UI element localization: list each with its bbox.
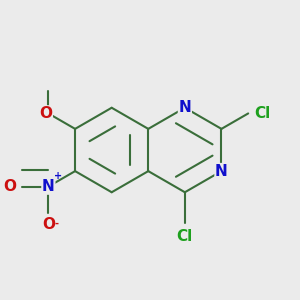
Text: N: N	[215, 164, 228, 178]
Text: -: -	[54, 218, 58, 228]
Text: Cl: Cl	[254, 106, 270, 121]
Text: O: O	[42, 218, 55, 232]
Text: N: N	[178, 100, 191, 115]
Text: O: O	[39, 106, 52, 121]
Text: Cl: Cl	[177, 229, 193, 244]
Text: +: +	[54, 171, 62, 181]
Text: O: O	[4, 179, 16, 194]
Text: N: N	[42, 179, 55, 194]
